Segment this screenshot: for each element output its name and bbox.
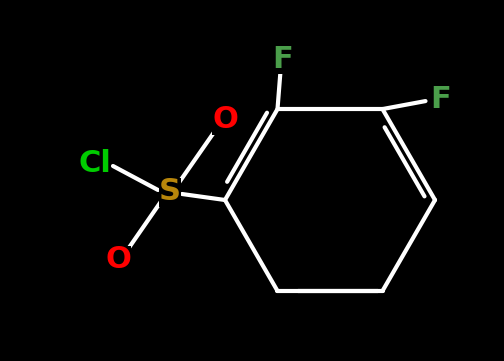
Text: Cl: Cl bbox=[79, 149, 111, 178]
Text: O: O bbox=[212, 105, 238, 135]
Text: O: O bbox=[105, 245, 131, 274]
Text: F: F bbox=[272, 44, 293, 74]
Text: S: S bbox=[159, 178, 181, 206]
Text: F: F bbox=[430, 84, 451, 114]
